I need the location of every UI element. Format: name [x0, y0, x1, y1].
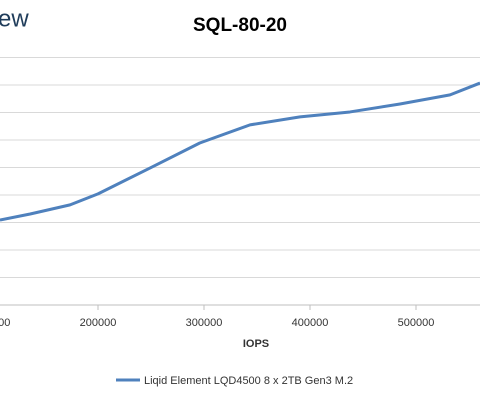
logo: ew [0, 5, 29, 32]
series-line [0, 81, 480, 222]
legend-label: Liqid Element LQD4500 8 x 2TB Gen3 M.2 [144, 375, 353, 387]
x-tick-label: 400000 [292, 317, 329, 329]
x-tick-label: 200000 [80, 317, 117, 329]
x-axis-title: IOPS [243, 338, 269, 350]
x-tick-label: 100000 [0, 317, 10, 329]
x-tick-label: 500000 [398, 317, 435, 329]
chart-title: SQL-80-20 [193, 15, 287, 36]
x-tick-label: 300000 [186, 317, 223, 329]
